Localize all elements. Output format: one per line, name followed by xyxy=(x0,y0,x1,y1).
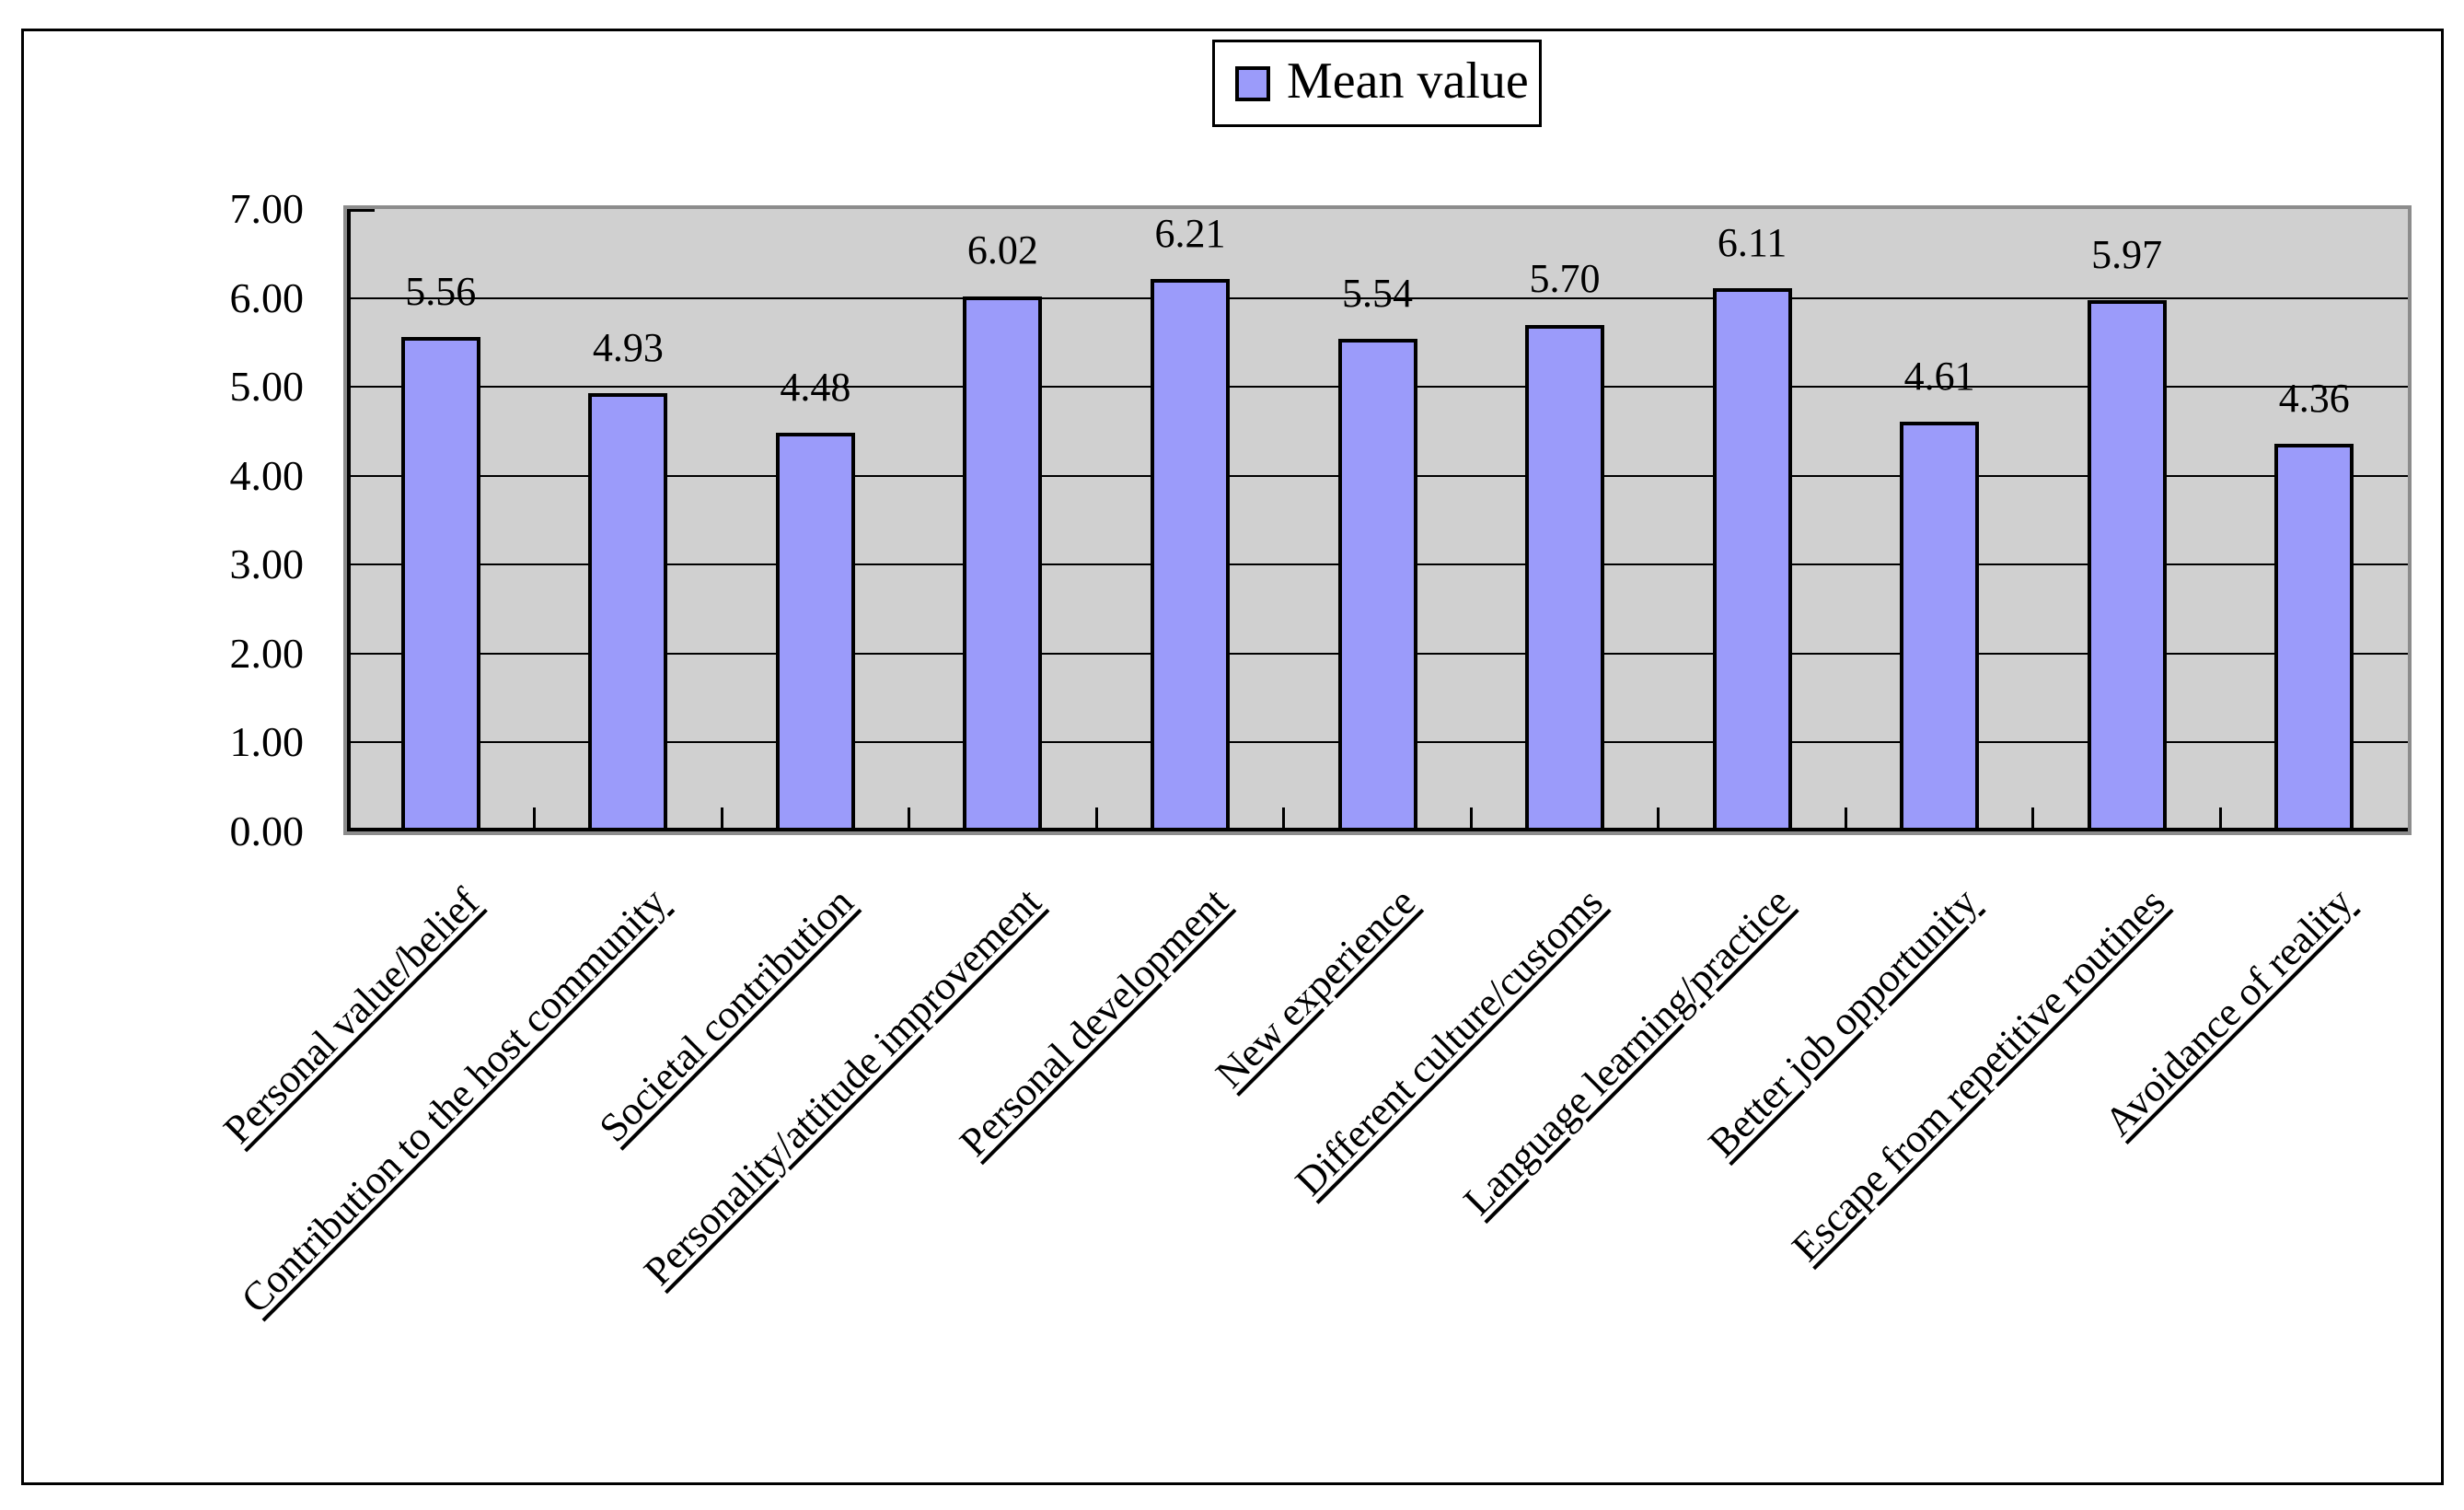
x-axis-tick xyxy=(1469,807,1473,828)
y-axis-top-tick xyxy=(347,209,375,212)
y-axis-tick-label: 0.00 xyxy=(229,807,305,854)
bar-value-label: 4.48 xyxy=(780,365,851,411)
bar-value-label: 5.97 xyxy=(2091,232,2163,278)
bar xyxy=(2274,443,2354,831)
bar-value-label: 5.56 xyxy=(405,268,477,314)
bar xyxy=(1150,279,1230,831)
y-axis-tick-label: 1.00 xyxy=(229,718,305,766)
x-axis-tick xyxy=(908,807,911,828)
x-axis-tick xyxy=(2218,807,2222,828)
y-axis-tick-label: 2.00 xyxy=(229,629,305,677)
y-axis-line xyxy=(347,209,351,831)
x-axis-tick xyxy=(1094,807,1098,828)
bar-value-label: 6.21 xyxy=(1154,211,1226,257)
x-axis-tick xyxy=(720,807,723,828)
y-axis-tick-label: 5.00 xyxy=(229,363,305,411)
bar-value-label: 5.54 xyxy=(1342,270,1413,316)
bar xyxy=(400,337,480,831)
bar xyxy=(1712,287,1792,831)
y-axis-tick-label: 6.00 xyxy=(229,273,305,321)
plot-area: 5.56 4.93 4.48 6.02 6.21 5.54 5.70 6.11 4.61 5.97… xyxy=(343,205,2412,835)
y-axis-tick-label: 3.00 xyxy=(229,540,305,588)
legend: Mean value xyxy=(1212,40,1542,127)
gridline xyxy=(347,296,2408,299)
x-axis-tick xyxy=(1657,807,1660,828)
bar-value-label: 4.36 xyxy=(2278,375,2350,421)
legend-swatch-icon xyxy=(1235,65,1270,101)
x-axis-tick xyxy=(1844,807,1847,828)
bar-value-label: 6.11 xyxy=(1717,219,1787,265)
x-axis-tick xyxy=(1282,807,1286,828)
bar xyxy=(2087,300,2167,831)
x-axis-tick xyxy=(2031,807,2035,828)
bar xyxy=(1337,339,1417,831)
bar-value-label: 4.61 xyxy=(1903,353,1975,399)
x-axis-tick xyxy=(533,807,537,828)
bar xyxy=(1525,324,1605,831)
bar-value-label: 4.93 xyxy=(592,324,664,370)
bar xyxy=(963,296,1043,831)
bar xyxy=(775,433,855,831)
bar xyxy=(588,392,668,831)
legend-label: Mean value xyxy=(1287,52,1529,110)
y-axis-tick-label: 4.00 xyxy=(229,451,305,499)
bar-value-label: 5.70 xyxy=(1529,256,1601,302)
y-axis-tick-label: 7.00 xyxy=(229,185,305,232)
bar xyxy=(1900,421,1980,831)
bar-value-label: 6.02 xyxy=(966,227,1038,273)
